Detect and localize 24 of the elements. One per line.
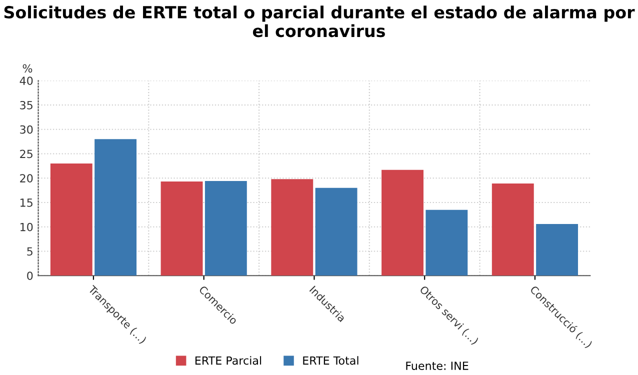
source-note: Fuente: INE: [406, 362, 468, 370]
y-tick-label: 35: [20, 100, 32, 110]
bar: [492, 183, 534, 276]
bar: [426, 210, 468, 276]
bar: [160, 182, 203, 276]
y-tick-label: 10: [20, 222, 33, 232]
bar: [94, 139, 137, 276]
bar: [536, 224, 578, 276]
bar: [315, 188, 358, 276]
legend-label: ERTE Total: [303, 356, 358, 365]
y-tick-label: 20: [20, 174, 33, 183]
y-axis-title: %: [22, 64, 32, 73]
chart-title: Solicitudes de ERTE total o parcial durante el estado de alarma por el coronavirus: [4, 6, 635, 38]
y-tick-label: 5: [27, 247, 32, 256]
bar: [382, 170, 424, 276]
y-tick-label: 0: [27, 272, 33, 280]
bar: [50, 164, 92, 276]
y-tick-label: 40: [20, 76, 33, 86]
bar: [204, 181, 247, 276]
bar: [271, 179, 314, 276]
legend-label: ERTE Parcial: [195, 356, 262, 365]
y-tick-label: 30: [20, 125, 33, 134]
y-tick-label: 25: [20, 150, 32, 158]
y-tick-label: 15: [20, 198, 32, 207]
